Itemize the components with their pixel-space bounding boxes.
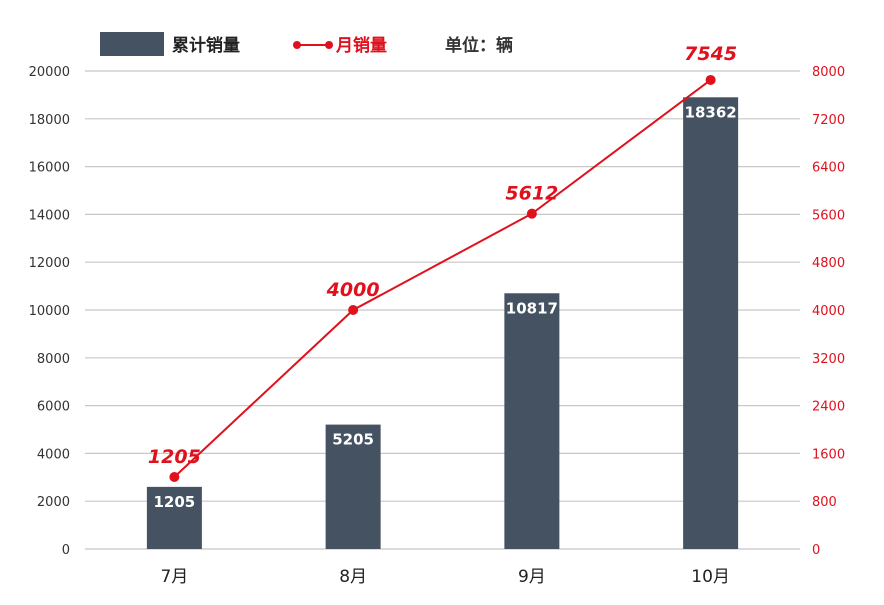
line-value-label: 4000 [326, 279, 380, 301]
right-tick-label: 1600 [812, 447, 845, 462]
left-tick-label: 18000 [29, 113, 70, 128]
bar [504, 293, 560, 549]
line-series: 1205 4000 5612 7545 [148, 43, 737, 483]
right-tick-label: 6400 [812, 161, 845, 176]
right-tick-label: 4000 [812, 304, 845, 319]
right-tick-label: 5600 [812, 208, 845, 223]
left-tick-label: 0 [62, 543, 70, 558]
line-point [348, 305, 359, 315]
right-axis: 0 800 1600 2400 3200 4000 4800 5600 6400 7200 8000 [812, 65, 845, 558]
right-tick-label: 3200 [812, 352, 845, 367]
right-tick-label: 4800 [812, 256, 845, 271]
legend-line-marker [325, 41, 333, 49]
category-label: 8月 [339, 567, 367, 587]
legend-line-marker [293, 41, 301, 49]
category-axis: 7月 8月 9月 10月 [160, 567, 729, 587]
left-tick-label: 20000 [29, 65, 70, 80]
bar-series: 1205 5205 10817 18362 [146, 97, 739, 549]
line-value-label: 7545 [684, 43, 737, 65]
line-point [169, 472, 180, 483]
left-tick-label: 12000 [29, 256, 70, 271]
legend: 累计销量 月销量 单位：辆 [100, 32, 513, 56]
legend-bar-swatch [100, 32, 164, 56]
category-label: 7月 [160, 567, 188, 587]
bar-value-label: 1205 [154, 493, 196, 511]
category-label: 10月 [691, 567, 730, 587]
bar-value-label: 10817 [506, 299, 558, 317]
line-point [526, 208, 537, 219]
left-tick-label: 6000 [37, 400, 70, 415]
left-tick-label: 8000 [37, 352, 70, 367]
bar [683, 97, 739, 549]
unit-label: 单位：辆 [445, 35, 513, 56]
left-tick-label: 2000 [37, 495, 70, 510]
legend-line-label: 月销量 [335, 35, 387, 56]
bar [146, 486, 202, 549]
right-tick-label: 0 [812, 543, 820, 558]
line-value-label: 1205 [148, 446, 201, 468]
left-tick-label: 16000 [29, 161, 70, 176]
line-value-label: 5612 [505, 183, 558, 205]
grid-lines [85, 70, 800, 550]
right-tick-label: 7200 [812, 113, 845, 128]
category-label: 9月 [518, 567, 546, 587]
line-path [173, 79, 712, 478]
right-tick-label: 800 [812, 495, 837, 510]
left-axis: 0 2000 4000 6000 8000 10000 12000 14000 16000 180… [29, 65, 70, 558]
right-tick-label: 2400 [812, 400, 845, 415]
bar [325, 424, 381, 549]
legend-bar-label: 累计销量 [172, 35, 240, 56]
left-tick-label: 14000 [29, 208, 70, 223]
bar-value-label: 5205 [332, 431, 374, 449]
left-tick-label: 10000 [29, 304, 70, 319]
bar-value-label: 18362 [685, 103, 737, 121]
right-tick-label: 8000 [812, 65, 845, 80]
left-tick-label: 4000 [37, 447, 70, 462]
line-point [705, 74, 716, 85]
